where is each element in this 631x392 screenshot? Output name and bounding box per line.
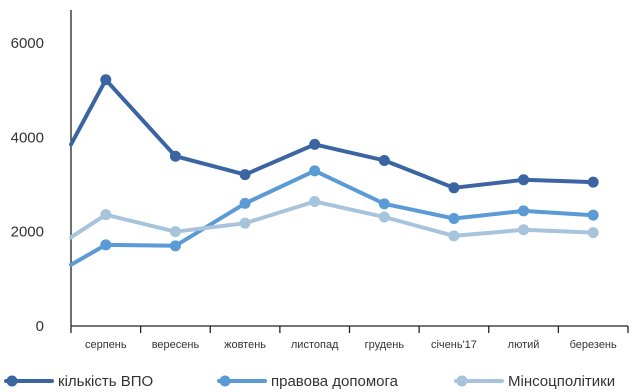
x-tick-label: листопад [291,339,339,351]
y-tick-labels: 0 2000 4000 6000 [11,35,44,335]
data-point [448,230,460,242]
data-point [239,169,251,181]
data-point [309,165,321,177]
data-point [378,211,390,223]
data-point [100,239,112,251]
x-tick-label: березень [570,339,617,351]
data-point [448,212,460,224]
data-point [587,227,599,239]
data-point [518,205,530,217]
x-tick-label: серпень [85,339,127,351]
data-point [309,195,321,207]
data-point [169,226,181,238]
legend: кількість ВПО правова допомога Мінсоцполіт… [4,373,615,390]
data-point [100,74,112,86]
data-point [448,182,460,194]
data-point [587,176,599,188]
data-point [518,174,530,186]
x-tick-label: січень'17 [431,339,477,351]
y-tick-label: 0 [36,318,44,335]
legend-label: Мінсоцполітики [508,373,615,390]
category-labels: серпень вересень жовтень листопад грудень січ… [85,339,617,351]
data-point [587,209,599,221]
x-axis-ticks [70,326,629,333]
data-point [239,217,251,229]
y-tick-label: 4000 [11,129,44,146]
legend-label: правова допомога [271,373,399,390]
series-lines [69,74,599,267]
legend-label: кількість ВПО [58,373,153,390]
series-line [69,77,596,190]
x-tick-label: грудень [365,339,405,351]
data-point [100,209,112,221]
legend-marker [219,375,231,387]
x-tick-label: вересень [152,339,200,351]
legend-marker [6,375,18,387]
legend-marker [456,375,468,387]
data-point [239,197,251,209]
data-point [378,198,390,210]
x-tick-label: жовтень [224,339,266,351]
data-point [169,240,181,252]
y-tick-label: 2000 [11,224,44,241]
x-tick-label: лютий [508,339,540,351]
series-line [69,168,596,267]
data-point [518,224,530,236]
data-point [378,154,390,166]
data-point [309,138,321,150]
series-line [69,199,596,240]
data-point [169,150,181,162]
y-tick-label: 6000 [11,35,44,52]
